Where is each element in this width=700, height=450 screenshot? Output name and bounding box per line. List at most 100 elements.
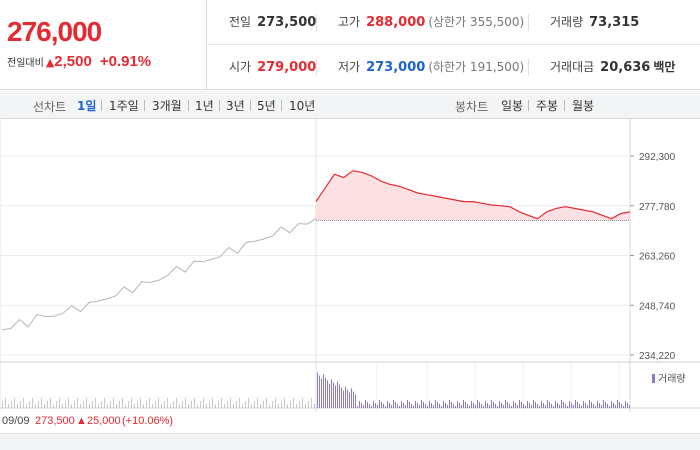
trade-value-cell: 거래대금 20,636 백만 [550, 45, 675, 90]
candle-chart-label: 봉차트 [455, 100, 489, 114]
tab-5years[interactable]: 5년 [257, 99, 276, 113]
volume-cell: 거래량 73,315 [550, 0, 639, 45]
volume-bar [353, 391, 354, 408]
summary-date: 09/09 [2, 415, 30, 427]
volume-bar [561, 400, 562, 408]
price-change: 전일대비 ▲2,500 +0.91% [7, 53, 151, 70]
tab-1week[interactable]: 1주일 [109, 99, 139, 113]
volume-bar [451, 402, 452, 408]
volume-bar [489, 405, 490, 408]
volume-bar [523, 404, 524, 408]
volume-bar [77, 398, 78, 408]
volume-bar [101, 401, 102, 408]
volume-bar [357, 406, 358, 408]
volume-bar [617, 400, 618, 408]
volume-bar [517, 405, 518, 408]
summary-close: 273,500 [35, 415, 75, 427]
volume-bar [409, 402, 410, 408]
up-triangle-icon: ▲ [45, 56, 55, 69]
tab-1year[interactable]: 1년 [195, 99, 214, 113]
volume-bar [325, 377, 326, 408]
volume-bar [527, 401, 528, 408]
volume-bar [463, 400, 464, 408]
volume-bar [11, 401, 12, 408]
prev-close-label: 전일 [229, 15, 252, 29]
volume-bar [589, 400, 590, 408]
volume-bar [62, 404, 63, 408]
volume-bar [158, 398, 159, 408]
tab-monthly-candle[interactable]: 월봉 [572, 99, 595, 113]
volume-bar [621, 404, 622, 408]
volume-bar [493, 402, 494, 408]
volume-bar [389, 403, 390, 408]
volume-bar [405, 405, 406, 408]
volume-bar [251, 404, 252, 408]
volume-bar [391, 405, 392, 408]
tab-weekly-candle[interactable]: 주봉 [536, 99, 559, 113]
volume-bar [107, 404, 108, 408]
volume-bar [437, 402, 438, 408]
volume-bar [331, 379, 332, 408]
volume-bar [503, 405, 504, 408]
volume-bar [278, 404, 279, 408]
volume-bar [110, 401, 111, 408]
volume-bar [407, 400, 408, 408]
volume-bar [383, 404, 384, 408]
volume-bar [607, 404, 608, 408]
trade-value: 20,636 [600, 60, 651, 75]
volume-bar [411, 404, 412, 408]
tab-3years[interactable]: 3년 [226, 99, 245, 113]
volume-bar [26, 404, 27, 408]
volume-bar [95, 398, 96, 408]
tab-3months[interactable]: 3개월 [152, 99, 182, 113]
volume-bar [74, 401, 75, 408]
volume-bar [457, 401, 458, 408]
volume-bar [587, 405, 588, 408]
volume-bar [529, 403, 530, 408]
volume-bar [513, 401, 514, 408]
series-line-today [315, 170, 631, 220]
volume-bar [44, 404, 45, 408]
volume-value: 73,315 [589, 15, 640, 30]
quote-panel: 276,000 전일대비 ▲2,500 +0.91% 전일 273,500 고가 288… [0, 0, 700, 90]
volume-bar [179, 404, 180, 408]
volume-bar [53, 404, 54, 408]
volume-bar [321, 378, 322, 408]
volume-bar [491, 400, 492, 408]
volume-bar [296, 404, 297, 408]
volume-bar [89, 404, 90, 408]
volume-bar [317, 372, 318, 408]
volume-bar [453, 404, 454, 408]
current-price-panel: 276,000 전일대비 ▲2,500 +0.91% [0, 0, 207, 90]
volume-bar [575, 400, 576, 408]
volume-bar [323, 374, 324, 408]
volume-bar [573, 405, 574, 408]
volume-bar [623, 406, 624, 408]
volume-bar [248, 398, 249, 408]
volume-bar [8, 404, 9, 408]
volume-bar [164, 401, 165, 408]
volume-bar [441, 406, 442, 408]
tab-1day[interactable]: 1일 [77, 99, 97, 113]
series-area-today [316, 170, 630, 221]
volume-bar [275, 398, 276, 408]
tab-10years[interactable]: 10년 [289, 99, 316, 113]
y-tick-label: 234,220 [639, 351, 676, 362]
tab-daily-candle[interactable]: 일봉 [501, 99, 524, 113]
current-price: 276,000 [7, 16, 102, 47]
volume-bar [485, 401, 486, 408]
volume-bar [417, 403, 418, 408]
volume-bar [599, 403, 600, 408]
volume-legend: 거래량 [652, 373, 686, 385]
volume-bar [308, 401, 309, 408]
volume-bar [397, 404, 398, 408]
volume-bar [149, 398, 150, 408]
volume-bar [465, 402, 466, 408]
volume-bar [377, 405, 378, 408]
volume-bar [365, 400, 366, 408]
summary-percent: (+10.06%) [122, 415, 174, 427]
volume-bar [395, 402, 396, 408]
y-tick-label: 292,300 [639, 152, 676, 163]
volume-bar [176, 398, 177, 408]
volume-bar [363, 405, 364, 408]
